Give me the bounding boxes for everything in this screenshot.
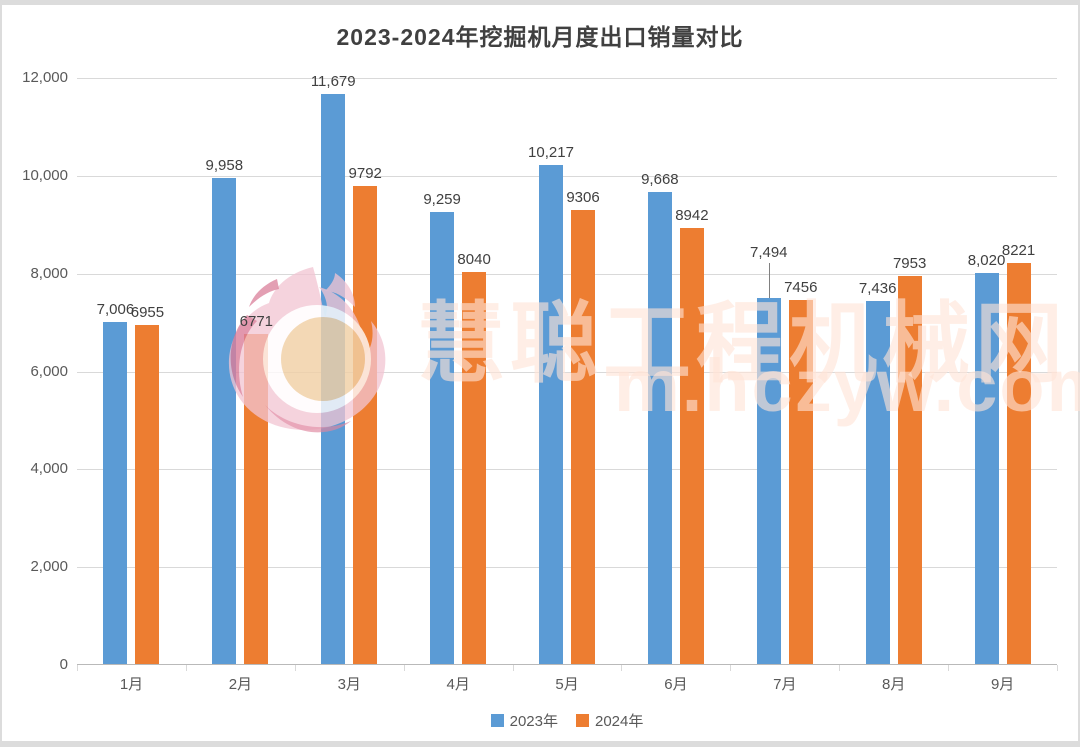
legend: 2023年 2024年 xyxy=(77,710,1057,731)
y-tick-label: 0 xyxy=(59,656,68,673)
chart-canvas: 2023-2024年挖掘机月度出口销量对比 7,006 9,958 11,679 9,… xyxy=(2,5,1080,741)
data-label: 7,006 xyxy=(96,301,135,319)
legend-item-2023: 2023年 xyxy=(490,710,558,731)
x-tick-label: 3月 xyxy=(337,676,361,693)
gridline xyxy=(77,371,1057,373)
bar-2024年-5月 xyxy=(571,209,595,665)
category-tick xyxy=(185,665,187,671)
bar-2023年-2月 xyxy=(212,177,237,665)
label-leader-line xyxy=(768,263,770,299)
bar-2023年-1月 xyxy=(103,322,128,665)
bar-2024年-4月 xyxy=(462,271,487,665)
data-label: 7456 xyxy=(784,279,818,297)
x-tick-label: 7月 xyxy=(773,676,797,693)
y-tick-label: 2,000 xyxy=(30,558,68,576)
y-tick-label: 6,000 xyxy=(30,362,68,380)
gridline xyxy=(77,175,1057,177)
legend-swatch-2024 xyxy=(576,714,589,727)
gridline xyxy=(77,273,1057,275)
y-tick-label: 12,000 xyxy=(22,69,68,86)
data-label: 8040 xyxy=(457,250,491,268)
data-label: 9,668 xyxy=(641,171,679,189)
bar-2023年-7月 xyxy=(756,298,781,665)
gridline xyxy=(77,469,1057,471)
bar-2023年-8月 xyxy=(865,301,890,665)
category-tick xyxy=(1057,665,1058,671)
x-tick-label: 2月 xyxy=(228,676,253,693)
bar-2024年-6月 xyxy=(679,227,704,665)
data-label: 6955 xyxy=(130,303,165,321)
category-tick xyxy=(512,665,514,671)
x-tick-label: 4月 xyxy=(446,676,470,693)
category-tick xyxy=(294,665,296,671)
bar-2024年-2月 xyxy=(244,333,269,665)
bar-2023年-9月 xyxy=(974,272,999,665)
bar-2024年-3月 xyxy=(353,186,378,665)
y-tick-label: 10,000 xyxy=(22,166,68,184)
x-tick-label: 6月 xyxy=(664,676,688,693)
bar-2024年-1月 xyxy=(135,324,160,665)
gridline xyxy=(77,78,1057,79)
bar-2024年-9月 xyxy=(1006,262,1031,665)
category-tick xyxy=(403,665,405,671)
data-label: 8942 xyxy=(675,206,709,224)
x-tick-label: 9月 xyxy=(990,676,1015,693)
data-label: 9792 xyxy=(348,165,382,182)
data-label: 9306 xyxy=(566,188,600,206)
x-tick-label: 5月 xyxy=(555,676,579,693)
legend-label-2024: 2024年 xyxy=(595,713,644,730)
data-label: 9,958 xyxy=(205,156,244,174)
bar-2023年-4月 xyxy=(430,212,455,665)
legend-swatch-2023 xyxy=(490,714,504,727)
bar-2024年-7月 xyxy=(788,300,813,665)
x-tick-label: 1月 xyxy=(119,676,144,693)
data-label: 9,259 xyxy=(423,191,461,209)
category-tick xyxy=(948,665,950,671)
bar-2023年-5月 xyxy=(539,165,563,665)
data-label: 6771 xyxy=(239,312,274,330)
chart-title: 2023-2024年挖掘机月度出口销量对比 xyxy=(336,24,744,50)
data-label: 11,679 xyxy=(310,72,356,90)
category-tick xyxy=(839,665,841,671)
data-label: 10,217 xyxy=(528,144,574,162)
bar-2023年-6月 xyxy=(647,192,672,665)
category-tick xyxy=(730,665,732,671)
category-tick xyxy=(621,665,623,671)
y-tick-label: 8,000 xyxy=(30,264,68,282)
category-tick xyxy=(77,665,78,671)
x-tick-label: 8月 xyxy=(882,676,906,693)
gridline xyxy=(77,567,1057,569)
data-label: 8221 xyxy=(1001,241,1036,259)
legend-label-2023: 2023年 xyxy=(509,713,558,730)
plot-area: 7,006 9,958 11,679 9,259 10,217 9,668 7,494 7,4… xyxy=(77,73,1057,665)
data-label: 7,494 xyxy=(749,244,788,262)
data-label: 7,436 xyxy=(858,280,897,298)
bar-2024年-8月 xyxy=(897,275,922,665)
y-tick-label: 4,000 xyxy=(30,460,68,478)
legend-item-2024: 2024年 xyxy=(576,710,643,731)
x-axis-line xyxy=(77,664,1057,665)
data-label: 7953 xyxy=(892,254,927,272)
data-label: 8,020 xyxy=(967,251,1006,269)
